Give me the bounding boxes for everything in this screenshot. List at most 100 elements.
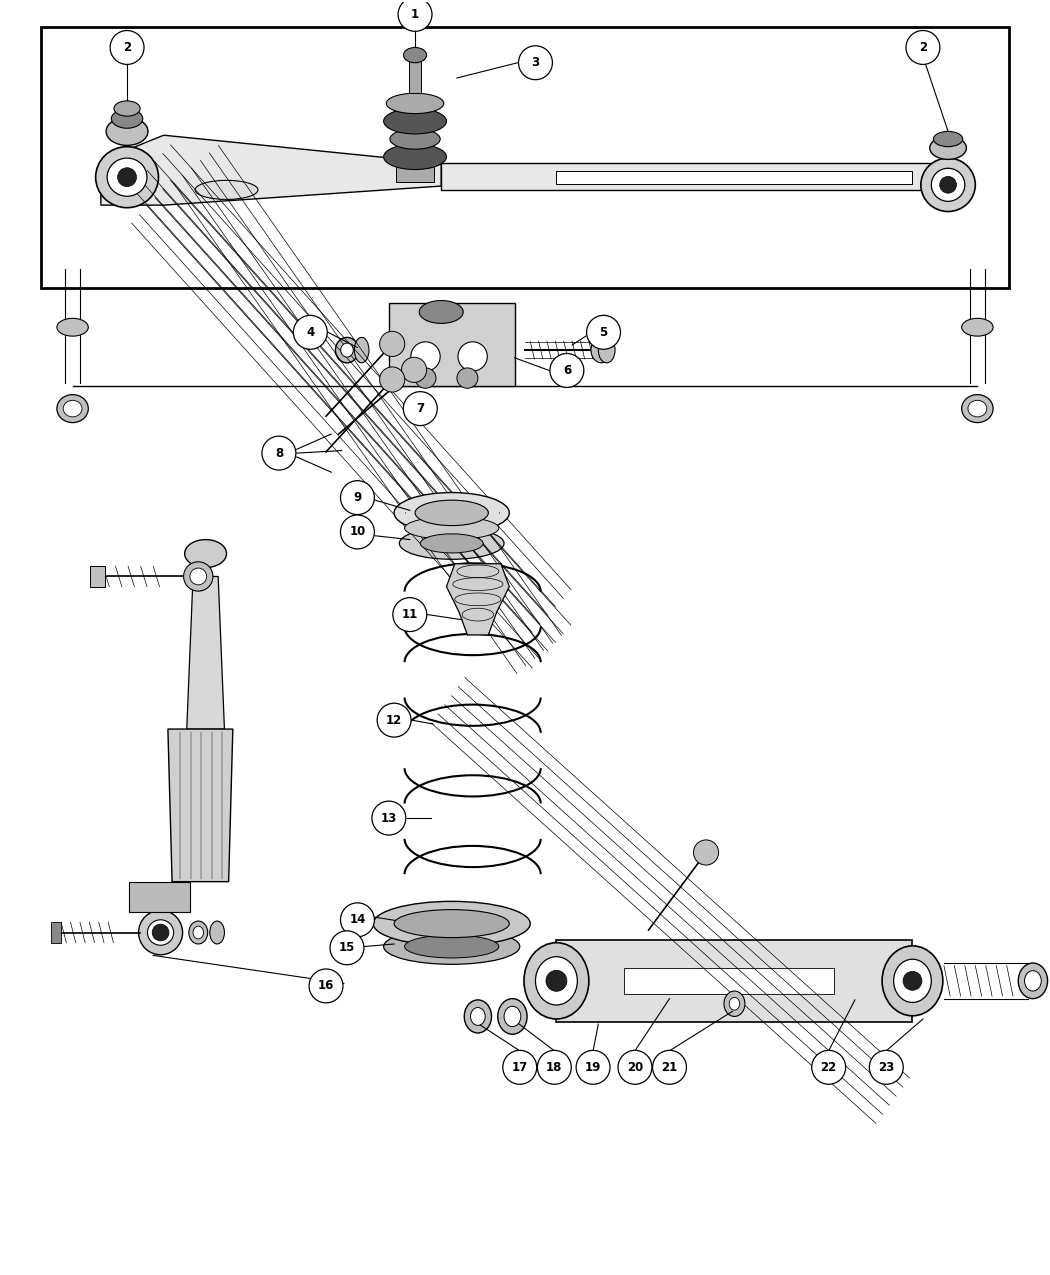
Ellipse shape [420, 534, 483, 553]
Circle shape [403, 391, 437, 426]
Ellipse shape [111, 110, 143, 129]
Ellipse shape [390, 129, 440, 149]
Polygon shape [187, 576, 225, 729]
Ellipse shape [383, 144, 446, 170]
Text: 12: 12 [386, 714, 402, 727]
Ellipse shape [598, 338, 615, 363]
Ellipse shape [723, 991, 744, 1016]
Ellipse shape [470, 1007, 485, 1025]
Ellipse shape [96, 147, 159, 208]
Ellipse shape [921, 158, 975, 212]
Ellipse shape [373, 901, 530, 946]
Circle shape [380, 332, 404, 357]
Ellipse shape [383, 928, 520, 964]
Bar [625, 968, 834, 993]
Ellipse shape [335, 338, 358, 363]
Ellipse shape [114, 101, 140, 116]
Text: 3: 3 [531, 56, 540, 69]
Ellipse shape [504, 1006, 521, 1026]
Circle shape [377, 704, 411, 737]
Bar [556, 171, 912, 184]
Ellipse shape [524, 942, 589, 1019]
Circle shape [546, 970, 567, 991]
Text: 21: 21 [662, 1061, 677, 1074]
Polygon shape [556, 940, 912, 1021]
Circle shape [393, 598, 426, 631]
Text: 17: 17 [511, 1061, 528, 1074]
Text: 19: 19 [585, 1061, 602, 1074]
Circle shape [190, 569, 207, 585]
Circle shape [401, 357, 426, 382]
Ellipse shape [933, 131, 963, 147]
Circle shape [184, 562, 213, 592]
Ellipse shape [106, 117, 148, 145]
Circle shape [519, 46, 552, 79]
Circle shape [152, 924, 169, 941]
Ellipse shape [882, 946, 943, 1016]
Text: 1: 1 [411, 8, 419, 20]
Circle shape [340, 903, 375, 937]
Text: 15: 15 [339, 941, 355, 954]
Polygon shape [101, 135, 441, 205]
Circle shape [869, 1051, 903, 1084]
Text: 2: 2 [919, 41, 927, 54]
Circle shape [652, 1051, 687, 1084]
Polygon shape [441, 163, 954, 190]
Ellipse shape [962, 395, 993, 422]
Ellipse shape [185, 539, 227, 567]
Ellipse shape [536, 956, 578, 1005]
Circle shape [576, 1051, 610, 1084]
Circle shape [293, 315, 328, 349]
Text: 6: 6 [563, 363, 571, 377]
Text: 13: 13 [381, 812, 397, 825]
Ellipse shape [383, 108, 446, 134]
Text: 14: 14 [350, 913, 365, 927]
Ellipse shape [107, 158, 147, 196]
Circle shape [940, 176, 957, 194]
Ellipse shape [404, 516, 499, 539]
Ellipse shape [1025, 970, 1042, 991]
Ellipse shape [354, 338, 369, 363]
Circle shape [903, 972, 922, 991]
Bar [388, 303, 514, 386]
Ellipse shape [415, 368, 436, 389]
Circle shape [340, 481, 375, 515]
Ellipse shape [464, 1000, 491, 1033]
Circle shape [118, 168, 136, 186]
Circle shape [693, 840, 718, 864]
Circle shape [503, 1051, 537, 1084]
Ellipse shape [415, 500, 488, 525]
Ellipse shape [403, 47, 426, 62]
Text: 18: 18 [546, 1061, 563, 1074]
Ellipse shape [404, 935, 499, 958]
Circle shape [411, 342, 440, 371]
Ellipse shape [210, 921, 225, 944]
Circle shape [398, 0, 432, 32]
Text: 22: 22 [820, 1061, 837, 1074]
Ellipse shape [340, 343, 353, 357]
Circle shape [372, 801, 405, 835]
Ellipse shape [894, 959, 931, 1002]
Circle shape [906, 31, 940, 65]
Bar [129, 881, 190, 912]
Polygon shape [168, 729, 233, 881]
Ellipse shape [139, 910, 183, 955]
Ellipse shape [394, 909, 509, 937]
Ellipse shape [399, 528, 504, 560]
Ellipse shape [147, 919, 173, 945]
Circle shape [458, 342, 487, 371]
Ellipse shape [498, 998, 527, 1034]
Circle shape [261, 436, 296, 470]
Bar [90, 566, 105, 586]
Circle shape [812, 1051, 845, 1084]
Ellipse shape [962, 319, 993, 337]
Circle shape [587, 315, 621, 349]
Circle shape [618, 1051, 652, 1084]
Bar [396, 159, 434, 182]
Circle shape [380, 367, 404, 393]
Ellipse shape [591, 338, 612, 363]
Circle shape [340, 515, 375, 550]
Polygon shape [446, 564, 509, 635]
Bar [50, 922, 61, 942]
Text: 20: 20 [627, 1061, 643, 1074]
